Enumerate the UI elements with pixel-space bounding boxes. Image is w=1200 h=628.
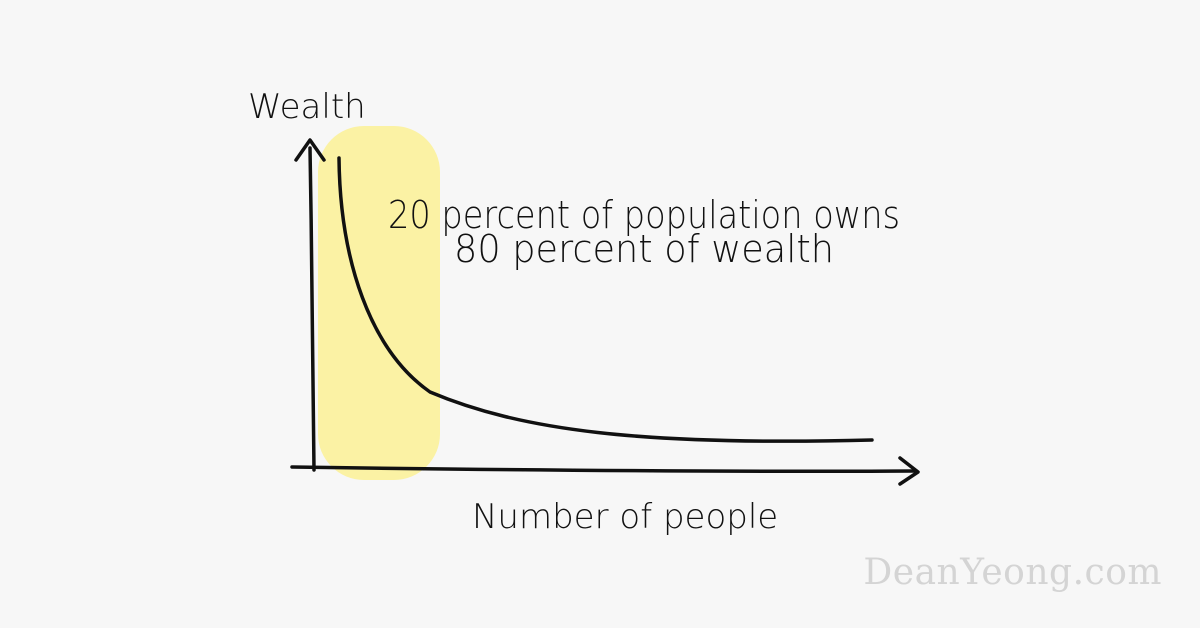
x-axis — [290, 465, 916, 474]
y-axis-arrowhead — [294, 138, 326, 162]
x-axis-label: Number of people — [472, 497, 778, 537]
x-axis-arrowhead — [898, 456, 920, 486]
watermark: DeanYeong.com — [863, 552, 1162, 593]
y-axis — [308, 146, 316, 472]
y-axis-label: Wealth — [248, 87, 366, 127]
annotation-line-1: 20 percent of population owns — [388, 193, 900, 237]
distribution-curve — [337, 156, 874, 443]
highlight-region — [318, 126, 440, 480]
annotation-line-2: 80 percent of wealth — [454, 227, 834, 271]
